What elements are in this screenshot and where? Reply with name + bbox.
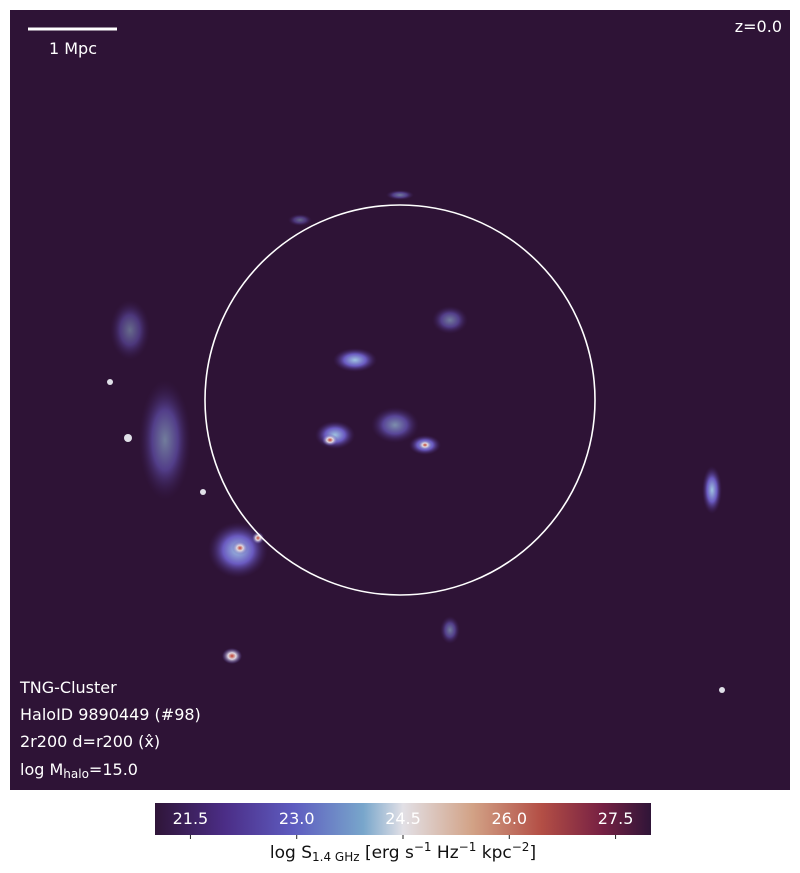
info-line: 2r200 d=r200 (x̂): [20, 732, 160, 751]
r200-circle: [204, 204, 596, 596]
mass-label: log Mhalo=15.0: [20, 760, 138, 781]
colorbar-label: log S1.4 GHz [erg s−1 Hz−1 kpc−2]: [270, 840, 536, 864]
redshift: z=0.0: [735, 17, 782, 36]
colorbar-tick-label: 24.5: [385, 809, 421, 828]
colorbar-tick-label: 21.5: [173, 809, 209, 828]
colorbar-tick-label: 23.0: [279, 809, 315, 828]
info-line: TNG-Cluster: [19, 678, 117, 697]
colorbar: [155, 803, 651, 835]
map-background: [10, 10, 790, 790]
scale-label: 1 Mpc: [49, 39, 97, 58]
colorbar-tick-label: 26.0: [491, 809, 527, 828]
colorbar-tick-label: 27.5: [598, 809, 634, 828]
info-line: HaloID 9890449 (#98): [20, 705, 201, 724]
emission: [107, 190, 725, 693]
